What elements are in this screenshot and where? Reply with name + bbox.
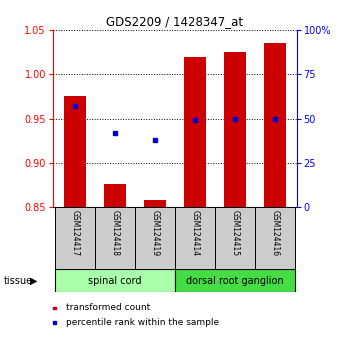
Text: GSM124415: GSM124415 [230,210,239,256]
Bar [224,52,246,207]
Text: GSM124417: GSM124417 [70,210,79,256]
Bar [264,44,286,207]
Text: GSM124416: GSM124416 [270,210,279,256]
Bar [104,184,126,207]
Bar [215,207,255,269]
Bar [135,207,175,269]
Text: percentile rank within the sample: percentile rank within the sample [66,318,220,327]
Text: dorsal root ganglion: dorsal root ganglion [186,275,283,286]
Title: GDS2209 / 1428347_at: GDS2209 / 1428347_at [106,15,243,28]
Bar [255,207,295,269]
Bar [55,269,175,292]
Text: GSM124418: GSM124418 [110,210,119,256]
Text: transformed count: transformed count [66,303,151,313]
Bar [144,200,166,207]
Bar [175,207,215,269]
Text: ▶: ▶ [30,275,38,286]
Bar [184,57,206,207]
Text: GSM124419: GSM124419 [150,210,159,256]
Bar [95,207,135,269]
Bar [175,269,295,292]
Bar [64,97,86,207]
Bar [55,207,95,269]
Text: spinal cord: spinal cord [88,275,142,286]
Text: tissue: tissue [3,275,32,286]
Text: GSM124414: GSM124414 [190,210,199,256]
